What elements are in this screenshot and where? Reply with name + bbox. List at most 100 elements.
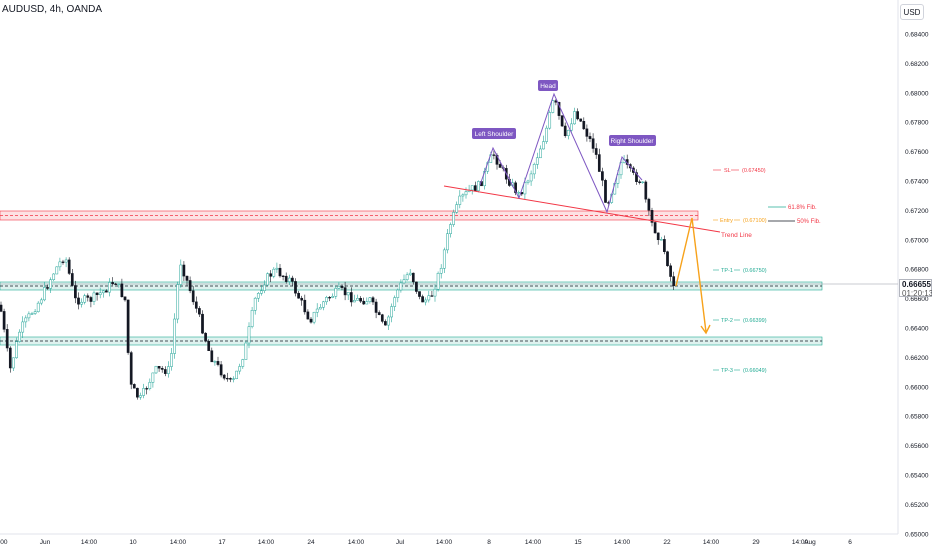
trend-line[interactable]	[443, 185, 721, 233]
price-tick-label: 0.67200	[905, 208, 929, 215]
candle	[424, 297, 428, 306]
price-axis[interactable]: 0.68400 0.68200 0.68000 0.67800 0.67600 0.674…	[905, 32, 929, 539]
bar-countdown: 01:20:13	[902, 289, 932, 298]
candle	[514, 180, 517, 196]
head-label: Head	[538, 80, 558, 91]
candle	[396, 288, 400, 303]
currency-button[interactable]: USD	[900, 4, 924, 20]
candle	[322, 300, 325, 311]
svg-text:Entry: Entry	[720, 218, 733, 224]
candle	[179, 259, 183, 288]
candle	[579, 118, 583, 122]
candle	[477, 180, 480, 193]
candle	[526, 179, 530, 185]
candle	[142, 383, 145, 399]
candle	[421, 294, 424, 303]
candle	[570, 118, 573, 133]
candle	[458, 190, 462, 209]
candle	[638, 179, 641, 185]
candle	[446, 228, 449, 254]
candle	[644, 180, 648, 203]
candle	[380, 313, 384, 324]
svg-text:TP-2: TP-2	[721, 318, 733, 324]
svg-text:TP-3: TP-3	[721, 368, 733, 374]
right-shoulder-label: Right Shoulder	[609, 135, 656, 146]
candle	[539, 145, 542, 159]
candle	[39, 297, 43, 306]
candle	[461, 193, 465, 202]
candle	[70, 268, 74, 287]
time-tick-label: 14:00	[792, 539, 809, 546]
head-shoulders-pattern[interactable]	[479, 92, 643, 214]
price-tick-label: 0.68000	[905, 90, 929, 97]
left-shoulder-label: Left Shoulder	[472, 128, 516, 139]
candle	[244, 340, 248, 360]
candle	[117, 283, 121, 288]
candle	[337, 282, 341, 289]
candle	[563, 122, 567, 138]
candle	[46, 284, 49, 290]
candle	[635, 169, 638, 185]
candle	[535, 152, 539, 169]
candle	[8, 346, 12, 373]
candle	[238, 363, 242, 375]
candle	[266, 272, 269, 286]
candle	[365, 297, 369, 305]
candle	[105, 289, 108, 293]
candle	[98, 287, 102, 299]
support-zone-upper	[0, 281, 823, 291]
candle	[185, 275, 189, 287]
time-tick-label: 14:00	[81, 539, 98, 546]
price-tick-label: 0.66800	[905, 267, 929, 274]
candle	[284, 272, 288, 284]
candle	[2, 308, 6, 333]
tp3-level: TP-3 (0.66049)	[713, 368, 767, 374]
candle	[659, 236, 663, 241]
time-axis[interactable]: :00 Jun 14:00 10 14:00 17 14:00 24 14:00 Jul 14:00…	[0, 539, 852, 546]
candle	[123, 296, 127, 302]
trend-line-label: Trend Line	[721, 232, 752, 239]
candle	[315, 303, 319, 318]
svg-text:TP-1: TP-1	[721, 268, 733, 274]
candle	[235, 370, 238, 380]
candle	[594, 143, 598, 159]
candle	[256, 291, 260, 302]
candle	[167, 361, 170, 378]
price-tick-label: 0.67400	[905, 179, 929, 186]
candle	[126, 299, 130, 355]
candle	[43, 281, 46, 302]
candle	[49, 277, 52, 294]
projection-arrow[interactable]	[675, 217, 711, 335]
candle	[408, 268, 412, 277]
candle	[297, 290, 300, 299]
candlestick-series	[0, 98, 676, 400]
candle	[204, 332, 207, 343]
candle	[101, 290, 105, 298]
candle	[114, 282, 118, 285]
candle	[148, 378, 152, 391]
candle	[67, 257, 71, 276]
candle	[591, 133, 595, 153]
fib-618-label: 61.8% Fib.	[788, 205, 817, 211]
candle	[597, 148, 601, 172]
candle	[576, 108, 579, 121]
candle	[225, 372, 229, 382]
candle	[641, 181, 645, 184]
candle	[384, 319, 387, 326]
candle	[191, 286, 195, 305]
candle	[619, 159, 623, 179]
candle	[77, 292, 80, 310]
candle	[287, 274, 291, 286]
candle	[390, 303, 393, 323]
candle	[418, 291, 421, 300]
candle	[12, 357, 15, 371]
svg-text:(0.66399): (0.66399)	[743, 318, 767, 324]
candle	[318, 304, 322, 310]
time-tick-label: :00	[0, 539, 8, 546]
candle	[374, 298, 378, 319]
candle	[303, 294, 307, 315]
candle	[532, 162, 536, 179]
candle	[275, 262, 279, 273]
candle	[154, 365, 158, 375]
